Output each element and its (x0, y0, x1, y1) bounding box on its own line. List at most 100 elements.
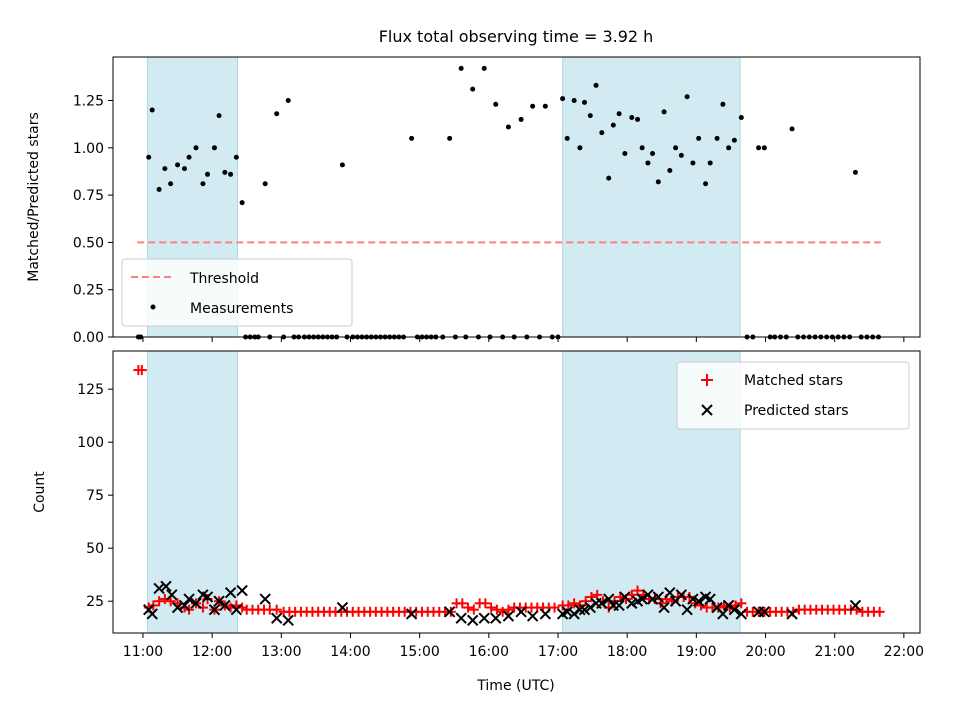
measurement-point (726, 145, 732, 151)
measurement-point (339, 162, 345, 168)
matched-star-point (626, 589, 637, 600)
predicted-star-point (728, 603, 741, 616)
y-tick-label: 75 (86, 488, 104, 504)
measurement-point (587, 113, 593, 119)
measurement-point (186, 154, 192, 160)
predicted-star-point (658, 601, 670, 614)
predicted-star-point (704, 593, 716, 605)
measurement-point (720, 101, 726, 107)
y-axis-label: Matched/Predicted stars (26, 112, 42, 282)
predicted-star-point (664, 587, 676, 599)
legend-matched-label: Matched stars (744, 373, 843, 389)
matched-star-point (586, 591, 597, 602)
measurement-point (622, 150, 628, 156)
predicted-star-point (146, 608, 158, 620)
legend-box (121, 258, 353, 327)
predicted-star-point (224, 587, 237, 599)
legend-measurements-swatch (150, 304, 156, 310)
measurement-point (211, 145, 217, 151)
measurement-point (667, 168, 673, 174)
predicted-star-point (236, 584, 248, 597)
measurement-point (639, 145, 645, 151)
predicted-star-point (201, 591, 214, 603)
measurement-point (714, 135, 720, 141)
measurement-point (216, 113, 222, 119)
matched-star-point (563, 600, 574, 611)
predicted-star-point (466, 614, 479, 626)
measurement-point (560, 96, 566, 102)
measurement-point (239, 200, 245, 206)
y-tick-label: 1.25 (73, 94, 104, 110)
predicted-star-point (681, 603, 693, 616)
measurement-point (684, 94, 690, 100)
predicted-star-point (190, 597, 202, 610)
measurement-point (470, 86, 476, 92)
matched-star-point (503, 604, 514, 615)
matched-star-point (580, 596, 591, 607)
chart-title: Flux total observing time = 3.92 h (379, 27, 654, 46)
measurement-point (650, 150, 656, 156)
matched-star-point (486, 602, 497, 613)
measurement-point (149, 107, 155, 113)
measurement-point (582, 99, 588, 105)
measurement-point (505, 124, 511, 130)
measurement-point (518, 116, 524, 122)
y-tick-label: 0.50 (73, 235, 104, 251)
matched-star-point (497, 606, 508, 617)
predicted-star-point (526, 610, 539, 622)
legend-box (676, 361, 910, 430)
measurement-point (599, 130, 605, 136)
matched-star-point (165, 596, 176, 607)
predicted-star-point (539, 608, 552, 620)
measurement-point (571, 98, 577, 104)
x-tick-label: 19:00 (676, 644, 716, 660)
x-tick-label: 13:00 (261, 644, 301, 660)
predicted-star-point (490, 612, 502, 624)
predicted-star-point (230, 603, 243, 616)
y-axis-label: Count (32, 471, 48, 513)
measurement-point (577, 145, 583, 151)
x-tick-label: 20:00 (745, 644, 785, 660)
x-tick-label: 17:00 (538, 644, 578, 660)
matched-star-point (480, 598, 491, 609)
predicted-star-point (574, 603, 586, 616)
measurement-point (181, 166, 187, 172)
measurement-point (409, 135, 415, 141)
x-tick-label: 16:00 (469, 644, 509, 660)
y-tick-label: 1.00 (73, 141, 104, 157)
predicted-star-point (849, 599, 862, 612)
legend-threshold-label: Threshold (189, 271, 259, 287)
measurement-point (616, 111, 622, 117)
measurement-point (635, 116, 641, 122)
matched-star-point (457, 598, 468, 609)
matched-star-point (874, 606, 885, 617)
predicted-star-point (603, 593, 615, 605)
measurement-point (193, 145, 199, 151)
measurement-point (696, 135, 702, 141)
legend: Matched stars Predicted stars (676, 361, 910, 430)
y-tick-label: 0.00 (73, 330, 104, 346)
measurement-point (481, 65, 487, 71)
predicted-star-point (160, 580, 172, 593)
measurement-point (756, 145, 762, 151)
measurement-point (262, 181, 268, 187)
measurement-point (564, 135, 570, 141)
predicted-star-point (568, 608, 580, 620)
predicted-star-point (336, 601, 349, 614)
predicted-star-point (692, 595, 705, 607)
predicted-star-point (717, 608, 729, 620)
x-axis-label: Time (UTC) (476, 678, 554, 694)
predicted-star-point (282, 614, 294, 626)
x-tick-label: 11:00 (123, 644, 163, 660)
predicted-star-point (652, 591, 665, 603)
predicted-star-point (596, 597, 608, 610)
measurement-point (606, 175, 612, 181)
measurement-point (146, 154, 152, 160)
y-tick-label: 0.75 (73, 188, 104, 204)
predicted-star-point (166, 589, 178, 601)
measurement-point (458, 65, 464, 71)
matched-star-point (136, 365, 147, 376)
legend-predicted-swatch (701, 404, 713, 416)
predicted-star-point (735, 608, 748, 620)
